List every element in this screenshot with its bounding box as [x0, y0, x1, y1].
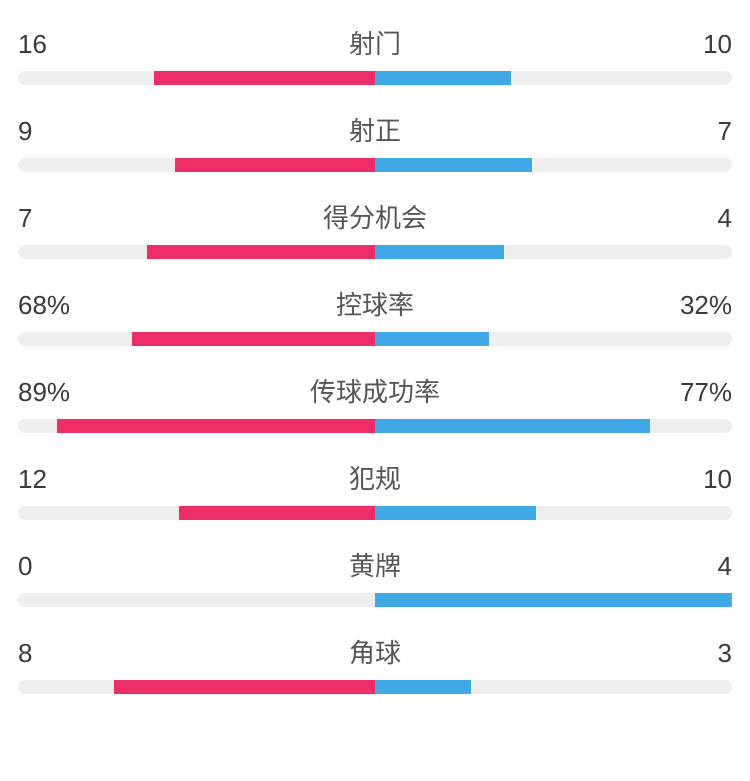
stat-value-right: 32% [672, 290, 732, 321]
stat-bar-right-track [375, 593, 732, 607]
stat-value-left: 0 [18, 551, 78, 582]
stat-bar-right-fill [375, 332, 489, 346]
stat-bar-left-track [18, 680, 375, 694]
stat-bar-left-fill [179, 506, 375, 520]
stat-header: 89%传球成功率77% [18, 372, 732, 409]
stat-bar-left-track [18, 593, 375, 607]
stat-row: 89%传球成功率77% [18, 372, 732, 433]
stat-bar-left-fill [147, 245, 375, 259]
stat-bar-left-track [18, 158, 375, 172]
stat-header: 0黄牌4 [18, 546, 732, 583]
stat-label: 射门 [78, 24, 672, 61]
stat-bar-left-track [18, 245, 375, 259]
stat-bar-track [18, 419, 732, 433]
stat-bar-track [18, 506, 732, 520]
stat-bar-track [18, 680, 732, 694]
stat-header: 68%控球率32% [18, 285, 732, 322]
stat-bar-track [18, 158, 732, 172]
stat-row: 16射门10 [18, 24, 732, 85]
stat-bar-left-track [18, 419, 375, 433]
stat-value-left: 16 [18, 29, 78, 60]
stat-value-left: 89% [18, 377, 78, 408]
stat-row: 7得分机会4 [18, 198, 732, 259]
stat-row: 68%控球率32% [18, 285, 732, 346]
stat-label: 控球率 [78, 285, 672, 322]
stat-bar-right-track [375, 506, 732, 520]
stat-bar-right-fill [375, 419, 650, 433]
stat-bar-right-track [375, 680, 732, 694]
stat-value-right: 4 [672, 203, 732, 234]
stat-bar-left-track [18, 71, 375, 85]
stat-bar-left-fill [114, 680, 375, 694]
stat-bar-right-fill [375, 506, 536, 520]
stat-header: 7得分机会4 [18, 198, 732, 235]
stat-bar-track [18, 593, 732, 607]
stat-bar-right-fill [375, 593, 732, 607]
stat-bar-left-fill [132, 332, 375, 346]
stat-label: 传球成功率 [78, 372, 672, 409]
stat-value-left: 9 [18, 116, 78, 147]
stat-value-right: 4 [672, 551, 732, 582]
stat-header: 9射正7 [18, 111, 732, 148]
stat-label: 角球 [78, 633, 672, 670]
stat-value-left: 8 [18, 638, 78, 669]
stat-bar-track [18, 332, 732, 346]
stat-bar-right-fill [375, 71, 511, 85]
stat-value-left: 7 [18, 203, 78, 234]
stat-bar-track [18, 245, 732, 259]
stat-bar-left-track [18, 506, 375, 520]
stat-row: 8角球3 [18, 633, 732, 694]
stat-bar-right-fill [375, 158, 532, 172]
stat-label: 射正 [78, 111, 672, 148]
stat-label: 黄牌 [78, 546, 672, 583]
stat-label: 得分机会 [78, 198, 672, 235]
stat-value-right: 77% [672, 377, 732, 408]
stat-bar-left-fill [57, 419, 375, 433]
stat-header: 8角球3 [18, 633, 732, 670]
stat-bar-track [18, 71, 732, 85]
stat-value-right: 7 [672, 116, 732, 147]
stat-value-right: 10 [672, 464, 732, 495]
match-stats-chart: 16射门109射正77得分机会468%控球率32%89%传球成功率77%12犯规… [18, 24, 732, 694]
stat-bar-right-fill [375, 680, 471, 694]
stat-bar-left-fill [154, 71, 375, 85]
stat-row: 0黄牌4 [18, 546, 732, 607]
stat-row: 9射正7 [18, 111, 732, 172]
stat-value-left: 68% [18, 290, 78, 321]
stat-bar-left-track [18, 332, 375, 346]
stat-bar-right-track [375, 158, 732, 172]
stat-bar-right-track [375, 245, 732, 259]
stat-bar-right-track [375, 71, 732, 85]
stat-bar-right-fill [375, 245, 504, 259]
stat-value-left: 12 [18, 464, 78, 495]
stat-label: 犯规 [78, 459, 672, 496]
stat-bar-left-fill [175, 158, 375, 172]
stat-bar-right-track [375, 332, 732, 346]
stat-bar-right-track [375, 419, 732, 433]
stat-row: 12犯规10 [18, 459, 732, 520]
stat-value-right: 3 [672, 638, 732, 669]
stat-header: 16射门10 [18, 24, 732, 61]
stat-value-right: 10 [672, 29, 732, 60]
stat-header: 12犯规10 [18, 459, 732, 496]
